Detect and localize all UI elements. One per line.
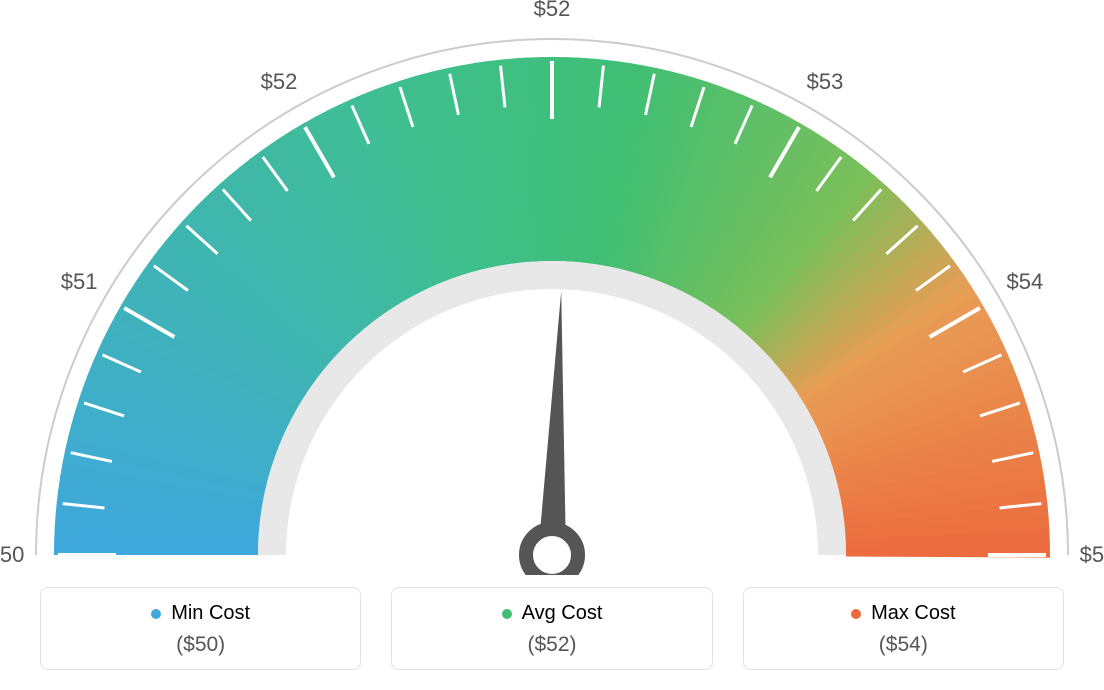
legend-label: Avg Cost (522, 602, 603, 625)
gauge-tick-label: $51 (61, 269, 98, 295)
legend-max: Max Cost ($54) (743, 587, 1064, 670)
dot-icon (151, 609, 161, 619)
legend: Min Cost ($50) Avg Cost ($52) Max Cost (… (40, 587, 1064, 670)
legend-label: Min Cost (171, 602, 250, 625)
legend-max-title: Max Cost (851, 602, 955, 625)
legend-value: ($52) (402, 633, 701, 657)
legend-label: Max Cost (871, 602, 955, 625)
legend-avg: Avg Cost ($52) (391, 587, 712, 670)
dot-icon (851, 609, 861, 619)
gauge-svg (0, 0, 1104, 575)
dot-icon (502, 609, 512, 619)
gauge-tick-label: $54 (1080, 542, 1104, 568)
gauge-tick-label: $52 (534, 0, 571, 22)
legend-value: ($54) (754, 633, 1053, 657)
gauge-tick-label: $53 (807, 69, 844, 95)
legend-min: Min Cost ($50) (40, 587, 361, 670)
legend-avg-title: Avg Cost (502, 602, 603, 625)
gauge-area: $50 $51 $52 $52 $53 $54 $54 (0, 0, 1104, 575)
legend-value: ($50) (51, 633, 350, 657)
gauge-tick-label: $52 (261, 69, 298, 95)
cost-gauge-chart: $50 $51 $52 $52 $53 $54 $54 Min Cost ($50) Avg… (0, 0, 1104, 690)
gauge-tick-label: $54 (1006, 269, 1043, 295)
legend-min-title: Min Cost (151, 602, 250, 625)
gauge-tick-label: $50 (0, 542, 24, 568)
